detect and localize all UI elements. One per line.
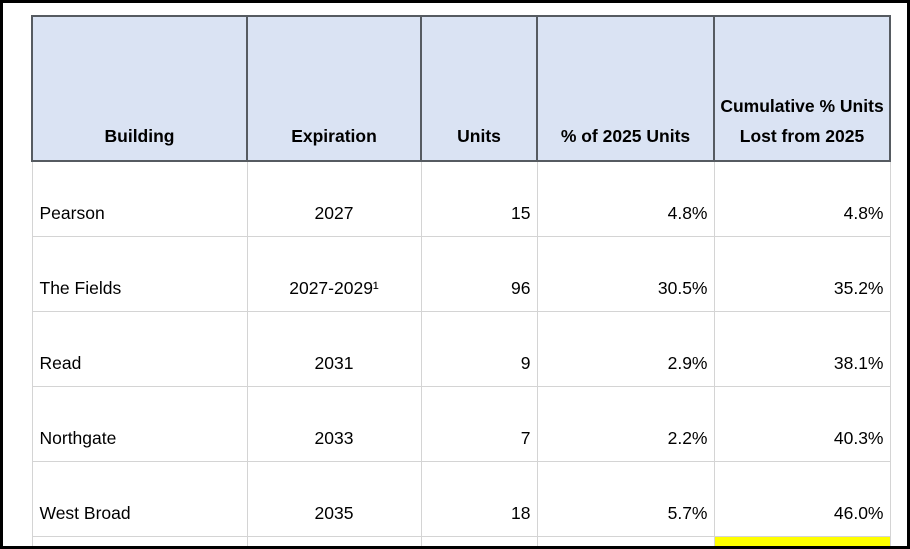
cell-units: 15 [420,160,538,237]
cell-cumulative: 4.8% [713,160,891,237]
table-row-pearson: Pearson 2027 15 4.8% 4.8% [31,160,891,237]
cell-building: Pearson [31,160,248,237]
cell-pct-units: 4.8% [536,160,715,237]
cell-units: 14 [420,536,538,546]
cell-pct-units: 2.2% [536,386,715,462]
cell-pct-units: 5.7% [536,461,715,537]
column-header-pct-units: % of 2025 Units [536,15,715,162]
table-row-northgate: Northgate 2033 7 2.2% 40.3% [31,386,891,462]
cell-building: West Broad [31,461,248,537]
column-header-cumulative: Cumulative % Units Lost from 2025 [713,15,891,162]
cell-cumulative: 40.3% [713,386,891,462]
cell-units: 96 [420,236,538,312]
table-row-west-broad: West Broad 2035 18 5.7% 46.0% [31,461,891,537]
cell-building: Northgate [31,386,248,462]
header-row: Building Expiration Units % of 2025 Unit… [31,15,891,162]
table-row-tinner-hill: Tinner Hill 2036 14 4.4% 50.5% [31,536,891,546]
table-row-read: Read 2031 9 2.9% 38.1% [31,311,891,387]
table-row-the-fields: The Fields 2027-2029¹ 96 30.5% 35.2% [31,236,891,312]
cell-expiration: 2035 [246,461,422,537]
lease-expiration-table: Building Expiration Units % of 2025 Unit… [31,15,891,546]
cell-building: Read [31,311,248,387]
column-header-expiration: Expiration [246,15,422,162]
cell-pct-units: 4.4% [536,536,715,546]
cell-expiration: 2033 [246,386,422,462]
cell-units: 9 [420,311,538,387]
column-header-building: Building [31,15,248,162]
cell-cumulative: 38.1% [713,311,891,387]
cell-cumulative: 35.2% [713,236,891,312]
cell-pct-units: 2.9% [536,311,715,387]
cell-units: 18 [420,461,538,537]
cell-building: Tinner Hill [31,536,248,546]
cell-expiration: 2027-2029¹ [246,236,422,312]
column-header-units: Units [420,15,538,162]
highlighted-cumulative-cell: 50.5% [713,536,891,546]
cell-units: 7 [420,386,538,462]
cell-expiration: 2031 [246,311,422,387]
cell-expiration: 2036 [246,536,422,546]
cell-building: The Fields [31,236,248,312]
cell-expiration: 2027 [246,160,422,237]
cell-pct-units: 30.5% [536,236,715,312]
cell-cumulative: 46.0% [713,461,891,537]
